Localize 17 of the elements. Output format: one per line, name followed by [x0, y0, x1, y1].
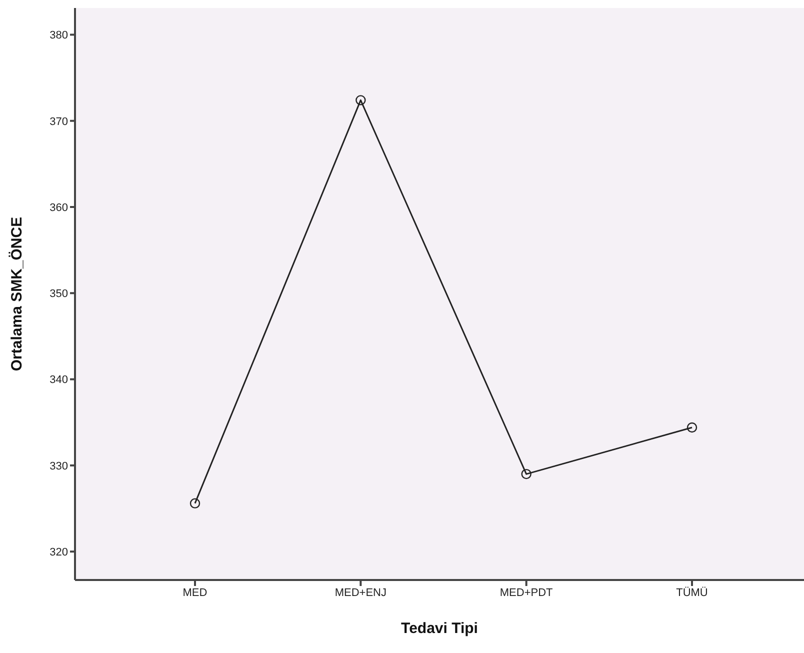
y-tick-label: 380	[50, 30, 68, 42]
y-tick-label: 330	[50, 460, 68, 472]
x-axis-title: Tedavi Tipi	[401, 620, 478, 637]
y-axis-title: Ortalama SMK_ÖNCE	[8, 216, 26, 372]
y-tick-label: 320	[50, 546, 68, 558]
point	[190, 498, 200, 508]
y-tick-label: 340	[50, 374, 68, 386]
x-tick-label: TÜMÜ	[676, 586, 708, 599]
point	[686, 422, 698, 433]
point	[521, 468, 532, 480]
x-tick-label: MED+ENJ	[334, 586, 386, 599]
y-tick-label: 370	[50, 116, 68, 128]
point	[356, 95, 366, 106]
y-tick-label: 350	[50, 288, 68, 300]
x-tick-label: MED+PDT	[500, 586, 554, 599]
x-tick-label: MED	[182, 586, 208, 599]
y-tick-label: 360	[50, 202, 68, 214]
